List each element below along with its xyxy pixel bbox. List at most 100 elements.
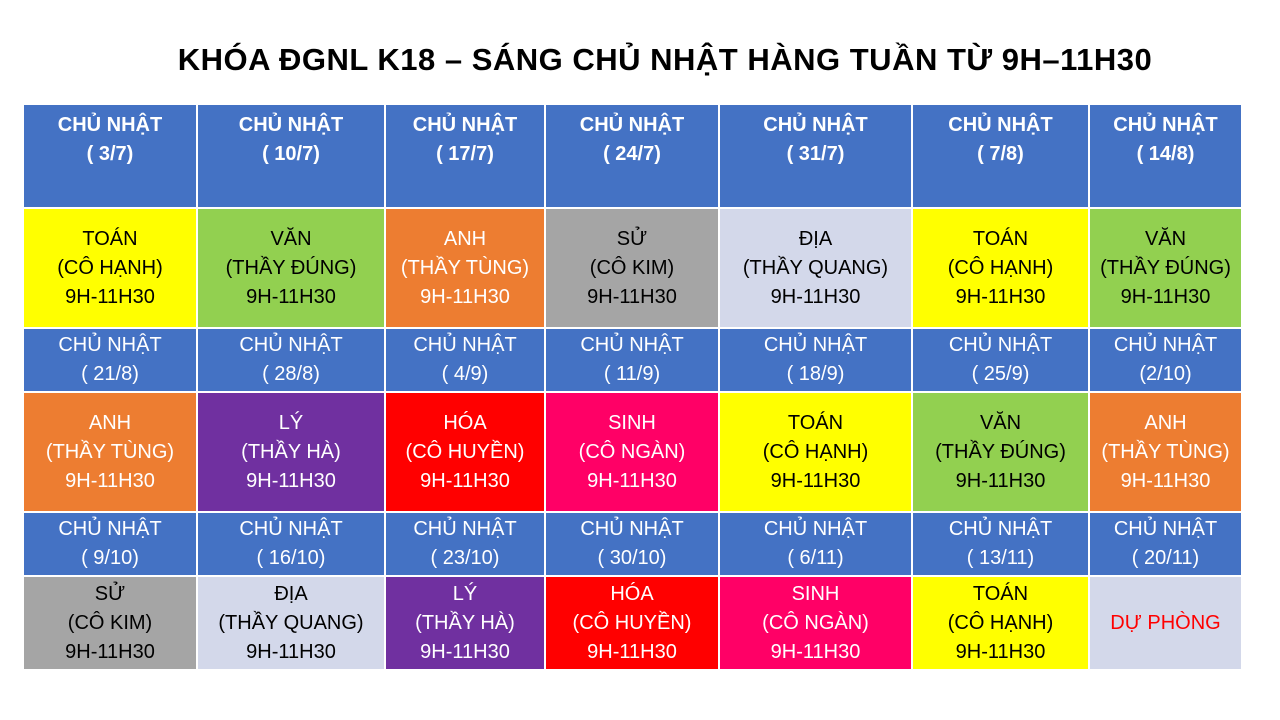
date-header-cell: CHỦ NHẬT (2/10) bbox=[1088, 327, 1243, 393]
date-header-cell: CHỦ NHẬT ( 31/7) bbox=[718, 103, 913, 209]
subject-label: TOÁN bbox=[82, 227, 138, 250]
time-label: 9H-11H30 bbox=[420, 285, 510, 308]
date-label: ( 16/10) bbox=[256, 547, 326, 569]
teacher-label: (CÔ HUYỀN) bbox=[572, 611, 692, 634]
subject-label: VĂN bbox=[1144, 227, 1187, 250]
day-label: CHỦ NHẬT bbox=[58, 518, 162, 540]
day-label: CHỦ NHẬT bbox=[412, 114, 518, 136]
day-label: CHỦ NHẬT bbox=[239, 518, 343, 540]
day-label: CHỦ NHẬT bbox=[948, 114, 1053, 136]
schedule-table: CHỦ NHẬT ( 3/7) CHỦ NHẬT ( 10/7) CHỦ NHẬT ( 1… bbox=[22, 103, 1243, 671]
time-label: 9H-11H30 bbox=[587, 469, 677, 492]
date-header-cell: CHỦ NHẬT ( 16/10) bbox=[196, 511, 386, 577]
session-cell: SINH (CÔ NGÀN) 9H-11H30 bbox=[544, 391, 720, 513]
date-label: ( 21/8) bbox=[81, 363, 139, 385]
date-label: ( 28/8) bbox=[262, 363, 320, 385]
date-header-cell: CHỦ NHẬT ( 21/8) bbox=[22, 327, 198, 393]
teacher-label: (CÔ NGÀN) bbox=[762, 611, 869, 634]
day-label: CHỦ NHẬT bbox=[413, 334, 517, 356]
day-label: CHỦ NHẬT bbox=[1113, 334, 1218, 356]
day-label: CHỦ NHẬT bbox=[413, 518, 517, 540]
time-label: 9H-11H30 bbox=[955, 285, 1046, 308]
teacher-label: (THẦY QUANG) bbox=[742, 256, 889, 279]
teacher-label: (THẦY ĐÚNG) bbox=[935, 440, 1066, 463]
teacher-label: (THẦY QUANG) bbox=[218, 611, 364, 634]
time-label: 9H-11H30 bbox=[770, 469, 861, 492]
day-label: CHỦ NHẬT bbox=[239, 334, 343, 356]
session-cell: VĂN (THẦY ĐÚNG) 9H-11H30 bbox=[911, 391, 1090, 513]
subject-label: ĐỊA bbox=[798, 227, 833, 250]
session-row: ANH (THẦY TÙNG) 9H-11H30 LÝ (THẦY HÀ) 9H-11H3… bbox=[22, 391, 1243, 513]
subject-label: LÝ bbox=[278, 411, 304, 434]
teacher-label: (CÔ HẠNH) bbox=[947, 611, 1054, 634]
day-label: CHỦ NHẬT bbox=[763, 114, 868, 136]
day-label: CHỦ NHẬT bbox=[580, 518, 684, 540]
day-label: CHỦ NHẬT bbox=[57, 114, 163, 136]
date-header-row: CHỦ NHẬT ( 9/10) CHỦ NHẬT ( 16/10) CHỦ NHẬT (… bbox=[22, 511, 1243, 577]
date-header-cell: CHỦ NHẬT ( 9/10) bbox=[22, 511, 198, 577]
session-cell: TOÁN (CÔ HẠNH) 9H-11H30 bbox=[718, 391, 913, 513]
subject-label: TOÁN bbox=[972, 227, 1029, 250]
teacher-label: (CÔ HẠNH) bbox=[947, 256, 1054, 279]
teacher-label: (CÔ KIM) bbox=[67, 611, 153, 634]
session-cell: ĐỊA (THẦY QUANG) 9H-11H30 bbox=[718, 207, 913, 329]
day-label: CHỦ NHẬT bbox=[238, 114, 344, 136]
teacher-label: (CÔ HUYỀN) bbox=[405, 440, 525, 463]
session-cell: VĂN (THẦY ĐÚNG) 9H-11H30 bbox=[1088, 207, 1243, 329]
day-label: CHỦ NHẬT bbox=[579, 114, 685, 136]
date-label: ( 31/7) bbox=[786, 143, 845, 165]
subject-label: SỬ bbox=[616, 227, 648, 250]
date-header-cell: CHỦ NHẬT ( 23/10) bbox=[384, 511, 546, 577]
teacher-label: (CÔ HẠNH) bbox=[57, 256, 163, 279]
session-cell: ĐỊA (THẦY QUANG) 9H-11H30 bbox=[196, 575, 386, 671]
date-header-row: CHỦ NHẬT ( 3/7) CHỦ NHẬT ( 10/7) CHỦ NHẬT ( 1… bbox=[22, 103, 1243, 209]
teacher-label: (CÔ KIM) bbox=[589, 256, 675, 279]
subject-label: SỬ bbox=[94, 582, 126, 605]
session-cell: SỬ (CÔ KIM) 9H-11H30 bbox=[544, 207, 720, 329]
date-label: ( 20/11) bbox=[1131, 547, 1200, 569]
day-label: CHỦ NHẬT bbox=[580, 334, 684, 356]
date-label: ( 9/10) bbox=[81, 547, 139, 569]
date-header-cell: CHỦ NHẬT ( 10/7) bbox=[196, 103, 386, 209]
date-label: ( 14/8) bbox=[1136, 143, 1195, 165]
session-cell: SINH (CÔ NGÀN) 9H-11H30 bbox=[718, 575, 913, 671]
date-header-cell: CHỦ NHẬT ( 24/7) bbox=[544, 103, 720, 209]
date-header-cell: CHỦ NHẬT ( 4/9) bbox=[384, 327, 546, 393]
time-label: 9H-11H30 bbox=[65, 469, 155, 492]
subject-label: VĂN bbox=[270, 227, 312, 250]
date-header-cell: CHỦ NHẬT ( 13/11) bbox=[911, 511, 1090, 577]
subject-label: LÝ bbox=[452, 582, 478, 605]
date-header-cell: CHỦ NHẬT ( 28/8) bbox=[196, 327, 386, 393]
session-cell: TOÁN (CÔ HẠNH) 9H-11H30 bbox=[911, 207, 1090, 329]
time-label: 9H-11H30 bbox=[1120, 285, 1211, 308]
date-header-cell: CHỦ NHẬT ( 30/10) bbox=[544, 511, 720, 577]
subject-label: HÓA bbox=[610, 582, 654, 605]
date-label: ( 17/7) bbox=[436, 143, 494, 165]
session-row: SỬ (CÔ KIM) 9H-11H30 ĐỊA (THẦY QUANG) 9H-11H3… bbox=[22, 575, 1243, 671]
session-row: TOÁN (CÔ HẠNH) 9H-11H30 VĂN (THẦY ĐÚNG) 9H-11… bbox=[22, 207, 1243, 329]
day-label: CHỦ NHẬT bbox=[948, 518, 1053, 540]
session-cell: SỬ (CÔ KIM) 9H-11H30 bbox=[22, 575, 198, 671]
date-label: ( 13/11) bbox=[966, 547, 1035, 569]
time-label: 9H-11H30 bbox=[246, 640, 336, 663]
date-header-cell: CHỦ NHẬT ( 17/7) bbox=[384, 103, 546, 209]
teacher-label: (CÔ HẠNH) bbox=[762, 440, 869, 463]
teacher-label: (THẦY HÀ) bbox=[415, 611, 515, 634]
subject-label: ANH bbox=[1144, 411, 1187, 434]
subject-label: ĐỊA bbox=[274, 582, 308, 605]
page-title: KHÓA ĐGNL K18 – SÁNG CHỦ NHẬT HÀNG TUẦN … bbox=[177, 42, 1153, 77]
date-label: ( 30/10) bbox=[597, 547, 667, 569]
time-label: 9H-11H30 bbox=[65, 640, 155, 663]
day-label: CHỦ NHẬT bbox=[763, 518, 868, 540]
day-label: CHỦ NHẬT bbox=[1113, 114, 1218, 136]
teacher-label: (THẦY ĐÚNG) bbox=[1100, 256, 1231, 279]
subject-label: VĂN bbox=[979, 411, 1022, 434]
teacher-label: (THẦY TÙNG) bbox=[1101, 440, 1230, 463]
subject-label: ANH bbox=[88, 411, 132, 434]
session-cell: LÝ (THẦY HÀ) 9H-11H30 bbox=[196, 391, 386, 513]
session-cell: ANH (THẦY TÙNG) 9H-11H30 bbox=[384, 207, 546, 329]
subject-label: ANH bbox=[443, 227, 487, 250]
time-label: 9H-11H30 bbox=[770, 285, 861, 308]
session-cell: DỰ PHÒNG bbox=[1088, 575, 1243, 671]
date-header-cell: CHỦ NHẬT ( 7/8) bbox=[911, 103, 1090, 209]
